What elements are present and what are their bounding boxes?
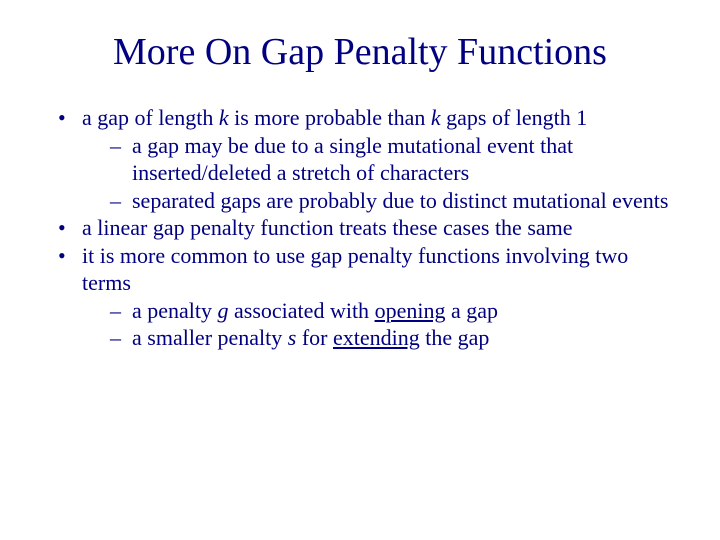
slide: More On Gap Penalty Functions a gap of l…	[0, 0, 720, 540]
t: a smaller penalty	[132, 325, 288, 350]
underline-opening: opening	[375, 298, 446, 323]
t: associated with	[229, 298, 375, 323]
bullet-1-sub-2: separated gaps are probably due to disti…	[110, 187, 680, 215]
var-g: g	[218, 298, 229, 323]
bullet-3-sub-1: a penalty g associated with opening a ga…	[110, 297, 680, 325]
t: a penalty	[132, 298, 218, 323]
bullet-3: it is more common to use gap penalty fun…	[58, 242, 680, 352]
t: gaps of length 1	[441, 105, 588, 130]
bullet-1-sub-1: a gap may be due to a single mutational …	[110, 132, 680, 187]
bullet-1-text: a gap of length k is more probable than …	[82, 105, 587, 130]
var-k: k	[219, 105, 229, 130]
bullet-1: a gap of length k is more probable than …	[58, 104, 680, 214]
t: the gap	[420, 325, 490, 350]
t: a gap	[445, 298, 498, 323]
bullet-3-text: it is more common to use gap penalty fun…	[82, 243, 628, 296]
bullet-3-sublist: a penalty g associated with opening a ga…	[82, 297, 680, 352]
t: is more probable than	[229, 105, 431, 130]
bullet-2: a linear gap penalty function treats the…	[58, 214, 680, 242]
t: for	[296, 325, 333, 350]
t: a gap of length	[82, 105, 219, 130]
slide-title: More On Gap Penalty Functions	[40, 30, 680, 74]
bullet-1-sublist: a gap may be due to a single mutational …	[82, 132, 680, 215]
slide-body: a gap of length k is more probable than …	[40, 104, 680, 352]
bullet-3-sub-2: a smaller penalty s for extending the ga…	[110, 324, 680, 352]
bullet-list: a gap of length k is more probable than …	[40, 104, 680, 352]
underline-extending: extending	[333, 325, 420, 350]
var-k: k	[431, 105, 441, 130]
